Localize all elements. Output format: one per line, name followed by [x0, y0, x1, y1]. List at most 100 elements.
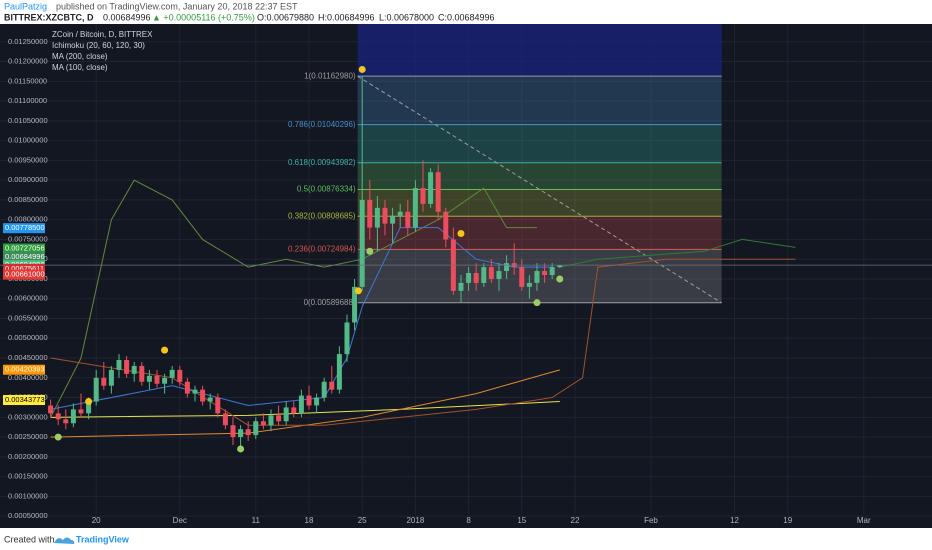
candle-body [70, 409, 76, 424]
candle-body [390, 215, 396, 224]
fib-band [357, 76, 722, 125]
candle-body [367, 199, 373, 228]
ohlc-high: H:0.00684996 [318, 12, 375, 22]
y-tick-label: 0.00450000 [8, 353, 48, 362]
x-tick-label: Dec [173, 516, 187, 525]
ohlc-low: L:0.00678000 [379, 12, 434, 22]
fib-band [357, 124, 722, 163]
fib-band [357, 189, 722, 217]
fib-label: 0.5(0.00876334) [297, 185, 356, 194]
x-tick-label: 22 [571, 516, 580, 525]
candle-body [207, 397, 213, 402]
candle-body [534, 271, 540, 283]
candle-body [458, 282, 464, 291]
indicator-dot [556, 275, 564, 283]
x-tick-label: Mar [857, 516, 871, 525]
candle-body [321, 381, 327, 398]
candle-body [542, 271, 548, 276]
x-tick-label: 12 [730, 516, 739, 525]
candle-body [306, 395, 312, 406]
fib-label: 0.236(0.00724984) [288, 244, 356, 253]
y-tick-label: 0.01050000 [8, 116, 48, 125]
footer-bg [0, 528, 932, 550]
fib-band [357, 216, 722, 250]
x-tick-label: Feb [644, 516, 658, 525]
candle-body [101, 377, 107, 386]
candle-body [420, 188, 426, 204]
price-tag-label: 0.00420393 [5, 365, 45, 374]
author[interactable]: PaulPatzig [4, 1, 47, 11]
candle-body [314, 397, 320, 406]
candle-body [116, 360, 122, 370]
candle-body [230, 425, 236, 438]
price-tag [3, 223, 45, 234]
price-tag-label: 0.00778500 [5, 223, 45, 232]
fib-label: 0.618(0.00943982) [288, 158, 356, 167]
indicator-dot [85, 398, 93, 406]
indicator-dot [358, 65, 366, 73]
candle-body [192, 389, 198, 394]
candle-body [177, 369, 183, 382]
candle-body [268, 415, 274, 426]
candle-body [405, 211, 411, 228]
y-tick-label: 0.00500000 [8, 333, 48, 342]
candle-body [162, 377, 168, 384]
y-tick-label: 0.01250000 [8, 37, 48, 46]
candle-body [526, 282, 532, 287]
candle-body [93, 377, 99, 402]
y-tick-label: 0.01200000 [8, 57, 48, 66]
candle-body [108, 369, 114, 386]
footer-brand[interactable]: TradingView [76, 534, 130, 544]
price-tag [3, 263, 45, 274]
candle-body [253, 421, 259, 436]
candle-body [557, 265, 563, 268]
indicator-dot [366, 247, 374, 255]
price-tag [3, 252, 45, 263]
candle-body [139, 365, 145, 382]
x-tick-label: 25 [358, 516, 367, 525]
candle-body [222, 413, 228, 426]
price-tag-label: 0.00684996 [5, 252, 45, 261]
change: ▲ +0.00005116 (+0.75%) [152, 12, 255, 22]
y-tick-label: 0.00600000 [8, 294, 48, 303]
y-tick-label: 0.00200000 [8, 452, 48, 461]
price-tag [3, 395, 45, 406]
candle-body [78, 409, 84, 414]
logo-icon [54, 537, 75, 544]
plot: 1(0.01162980) 0.786(0.01040296) 0.618(0.00… [0, 24, 932, 525]
legend-entry: MA (200, close) [52, 52, 108, 61]
price-tag [3, 269, 45, 280]
price-tag [3, 243, 45, 254]
published: published on TradingView.com, January 20… [56, 1, 298, 11]
candle-body [428, 172, 434, 204]
price-tag-label: 0.00727056 [5, 243, 45, 252]
indicator-line [50, 179, 537, 418]
candle-body [473, 273, 479, 283]
price-tag-label: 0.00343773 [5, 395, 45, 404]
legend-entry: Ichimoku (20, 60, 120, 30) [52, 41, 145, 50]
candle-body [329, 381, 335, 390]
candle-body [238, 429, 244, 438]
candle-body [466, 273, 472, 283]
legend-entry: MA (100, close) [52, 63, 108, 72]
y-tick-label: 0.00800000 [8, 215, 48, 224]
candle-body [382, 207, 388, 224]
candle-body [154, 375, 160, 384]
indicator-dot [161, 346, 169, 354]
y-tick-label: 0.00250000 [8, 432, 48, 441]
footer-created: Created with [4, 534, 55, 544]
y-tick-label: 0.00300000 [8, 412, 48, 421]
indicator-line [50, 258, 796, 426]
legend-entry: ZCoin / Bitcoin, D, BITTREX [52, 30, 153, 39]
y-tick-label: 0.00850000 [8, 195, 48, 204]
fib-label: 0.382(0.00808685) [288, 211, 356, 220]
price-tag-label: 0.00661000 [5, 270, 45, 279]
candle-body [549, 267, 555, 276]
indicator-dot [237, 445, 245, 453]
y-tick-label: 0.00150000 [8, 472, 48, 481]
candle-body [352, 286, 358, 323]
candle-body [374, 207, 380, 228]
candle-body [519, 267, 525, 287]
x-tick-label: 18 [305, 516, 314, 525]
